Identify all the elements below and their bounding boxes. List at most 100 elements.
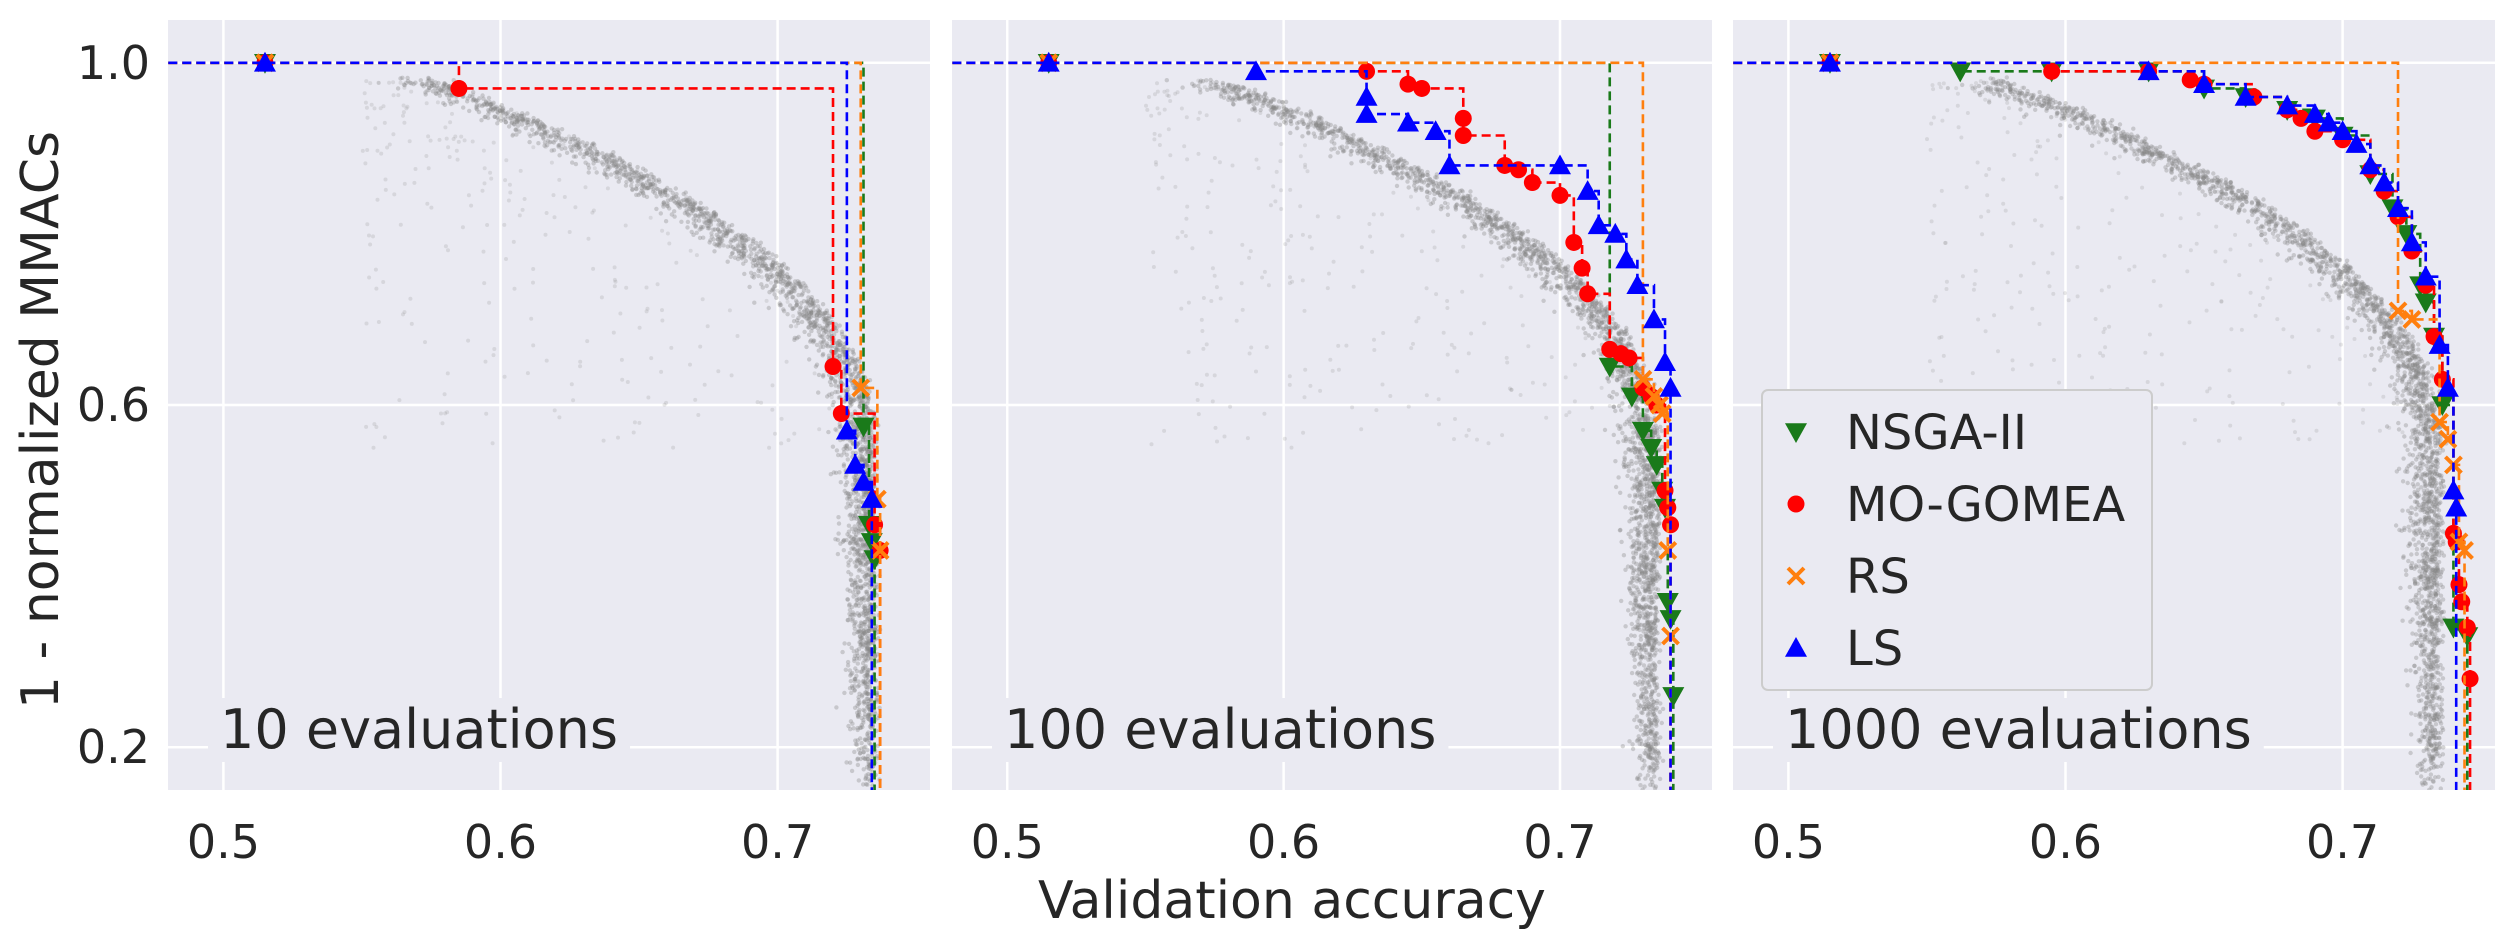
cloud-point	[849, 546, 854, 551]
cloud-point	[739, 234, 744, 240]
cloud-point	[1626, 417, 1632, 422]
cloud-point	[542, 143, 547, 148]
cloud-point	[868, 697, 873, 702]
cloud-point	[1566, 273, 1571, 278]
cloud-point	[582, 143, 587, 148]
cloud-point	[1641, 597, 1646, 602]
cloud-point	[824, 310, 830, 316]
cloud-point	[764, 298, 769, 303]
cloud-point	[397, 398, 402, 403]
cloud-point	[863, 589, 869, 595]
cloud-point	[475, 98, 480, 103]
cloud-point	[644, 180, 650, 185]
cloud-point	[1649, 600, 1654, 606]
cloud-point	[794, 303, 799, 308]
cloud-point	[684, 210, 689, 215]
cloud-point	[842, 399, 847, 404]
cloud-point	[704, 220, 709, 225]
cloud-point	[718, 235, 723, 240]
cloud-point	[861, 527, 866, 532]
cloud-point	[1636, 642, 1642, 648]
cloud-point	[1500, 225, 1505, 231]
cloud-point	[543, 130, 548, 136]
cloud-point	[1652, 666, 1658, 671]
cloud-point	[863, 631, 868, 637]
cloud-point	[779, 263, 785, 268]
cloud-point	[863, 756, 868, 761]
cloud-point	[856, 697, 861, 703]
cloud-point	[776, 269, 781, 274]
cloud-point	[867, 601, 872, 607]
cloud-point	[717, 230, 722, 235]
cloud-point	[570, 137, 575, 142]
cloud-point	[785, 282, 790, 287]
cloud-point	[854, 742, 860, 747]
cloud-point	[1465, 215, 1470, 220]
cloud-point	[856, 552, 861, 557]
cloud-point	[792, 335, 797, 341]
cloud-point	[1639, 687, 1644, 692]
cloud-point	[537, 127, 542, 132]
cloud-point	[1632, 657, 1638, 663]
cloud-point	[854, 648, 859, 653]
cloud-point	[787, 280, 792, 285]
cloud-point	[673, 186, 678, 191]
cloud-point	[759, 400, 764, 405]
cloud-point	[451, 137, 456, 141]
cloud-point	[840, 649, 845, 655]
cloud-point	[499, 103, 504, 108]
cloud-point	[1258, 94, 1263, 100]
cloud-point	[662, 189, 668, 194]
cloud-point	[602, 171, 607, 176]
cloud-point	[858, 560, 863, 565]
cloud-point	[824, 308, 829, 313]
cloud-point	[852, 578, 858, 583]
cloud-point	[519, 117, 525, 122]
x-tick-label: 0.7	[741, 815, 814, 869]
cloud-point	[864, 658, 869, 663]
cloud-point	[804, 307, 809, 312]
cloud-point	[617, 170, 622, 175]
cloud-point	[778, 273, 783, 278]
cloud-point	[696, 214, 701, 219]
cloud-point	[574, 143, 579, 148]
cloud-point	[854, 358, 859, 363]
cloud-point	[648, 182, 653, 188]
cloud-point	[861, 767, 866, 772]
cloud-point	[638, 182, 644, 187]
cloud-point	[837, 421, 842, 427]
cloud-point	[1652, 606, 1657, 611]
cloud-point	[823, 329, 828, 334]
cloud-point	[868, 614, 873, 620]
cloud-point	[648, 182, 653, 187]
cloud-point	[840, 347, 846, 352]
cloud-point	[697, 214, 702, 219]
cloud-point	[864, 647, 869, 652]
cloud-point	[1545, 248, 1551, 253]
cloud-point	[669, 212, 674, 217]
cloud-point	[559, 127, 565, 132]
cloud-point	[481, 249, 486, 254]
cloud-point	[833, 427, 838, 432]
cloud-point	[817, 313, 822, 318]
cloud-point	[841, 349, 847, 354]
cloud-point	[691, 205, 696, 210]
cloud-point	[864, 782, 869, 787]
cloud-point	[851, 594, 856, 599]
cloud-point	[856, 503, 862, 509]
cloud-point	[806, 332, 812, 337]
cloud-point	[865, 449, 870, 454]
cloud-point	[489, 101, 494, 107]
cloud-point	[848, 491, 853, 497]
cloud-point	[855, 714, 861, 720]
data-point	[253, 51, 276, 72]
cloud-point	[1645, 667, 1650, 673]
cloud-point	[525, 371, 530, 376]
cloud-point	[822, 317, 828, 322]
cloud-point	[861, 605, 866, 610]
cloud-point	[585, 339, 590, 344]
cloud-point	[863, 690, 868, 695]
cloud-point	[835, 551, 841, 557]
cloud-point	[852, 513, 858, 518]
cloud-point	[713, 213, 718, 219]
